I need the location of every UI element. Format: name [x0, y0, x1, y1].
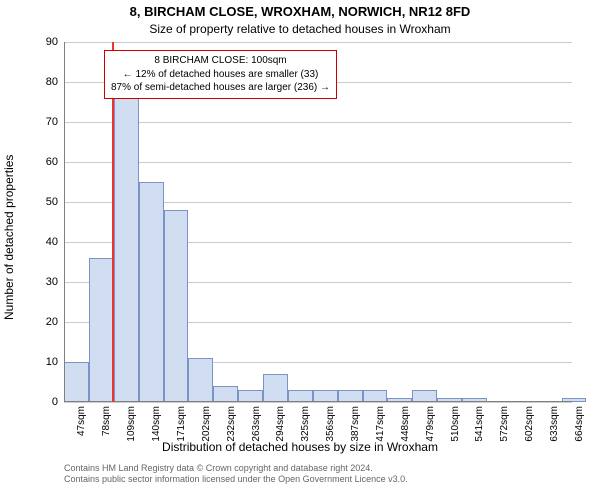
- y-axis-label: Number of detached properties: [2, 65, 16, 230]
- histogram-bar: [114, 94, 139, 402]
- gridline: [64, 122, 572, 123]
- x-tick-label: 633sqm: [549, 406, 560, 442]
- chart-title: 8, BIRCHAM CLOSE, WROXHAM, NORWICH, NR12…: [0, 4, 600, 19]
- annotation-line: 8 BIRCHAM CLOSE: 100sqm: [111, 54, 330, 68]
- x-tick-label: 510sqm: [450, 406, 461, 442]
- x-tick-label: 541sqm: [474, 406, 485, 442]
- x-tick-label: 387sqm: [350, 406, 361, 442]
- x-tick-label: 47sqm: [76, 406, 87, 436]
- x-tick-label: 602sqm: [524, 406, 535, 442]
- histogram-bar: [89, 258, 114, 402]
- x-axis-label: Distribution of detached houses by size …: [0, 440, 600, 454]
- footer-line: Contains HM Land Registry data © Crown c…: [64, 463, 408, 474]
- histogram-bar: [213, 386, 238, 402]
- y-tick-label: 60: [46, 156, 58, 168]
- footer-line: Contains public sector information licen…: [64, 474, 408, 485]
- annotation-line: 87% of semi-detached houses are larger (…: [111, 81, 330, 95]
- x-tick-label: 78sqm: [101, 406, 112, 436]
- y-tick-label: 70: [46, 116, 58, 128]
- y-tick-label: 20: [46, 316, 58, 328]
- x-tick-label: 109sqm: [126, 406, 137, 442]
- footer-attribution: Contains HM Land Registry data © Crown c…: [64, 463, 408, 486]
- gridline: [64, 402, 572, 403]
- plot-area: 010203040506070809047sqm78sqm109sqm140sq…: [64, 42, 572, 402]
- y-tick-label: 40: [46, 236, 58, 248]
- annotation-box: 8 BIRCHAM CLOSE: 100sqm← 12% of detached…: [104, 50, 337, 99]
- gridline: [64, 162, 572, 163]
- y-tick-label: 30: [46, 276, 58, 288]
- y-tick-label: 50: [46, 196, 58, 208]
- histogram-bar: [263, 374, 288, 402]
- x-tick-label: 263sqm: [251, 406, 262, 442]
- y-tick-label: 10: [46, 356, 58, 368]
- y-axis: [64, 42, 65, 402]
- x-tick-label: 171sqm: [176, 406, 187, 442]
- x-tick-label: 232sqm: [226, 406, 237, 442]
- x-tick-label: 448sqm: [400, 406, 411, 442]
- annotation-line: ← 12% of detached houses are smaller (33…: [111, 68, 330, 82]
- x-tick-label: 356sqm: [325, 406, 336, 442]
- histogram-bar: [64, 362, 89, 402]
- x-tick-label: 140sqm: [151, 406, 162, 442]
- x-tick-label: 572sqm: [499, 406, 510, 442]
- histogram-bar: [139, 182, 164, 402]
- histogram-bar: [164, 210, 189, 402]
- x-tick-label: 417sqm: [375, 406, 386, 442]
- chart-container: 8, BIRCHAM CLOSE, WROXHAM, NORWICH, NR12…: [0, 0, 600, 500]
- y-tick-label: 0: [52, 396, 58, 408]
- chart-subtitle: Size of property relative to detached ho…: [0, 22, 600, 36]
- histogram-bar: [188, 358, 213, 402]
- x-tick-label: 664sqm: [574, 406, 585, 442]
- y-tick-label: 80: [46, 76, 58, 88]
- x-tick-label: 325sqm: [300, 406, 311, 442]
- x-tick-label: 479sqm: [425, 406, 436, 442]
- gridline: [64, 42, 572, 43]
- x-axis: [64, 401, 572, 402]
- y-tick-label: 90: [46, 36, 58, 48]
- x-tick-label: 202sqm: [201, 406, 212, 442]
- x-tick-label: 294sqm: [275, 406, 286, 442]
